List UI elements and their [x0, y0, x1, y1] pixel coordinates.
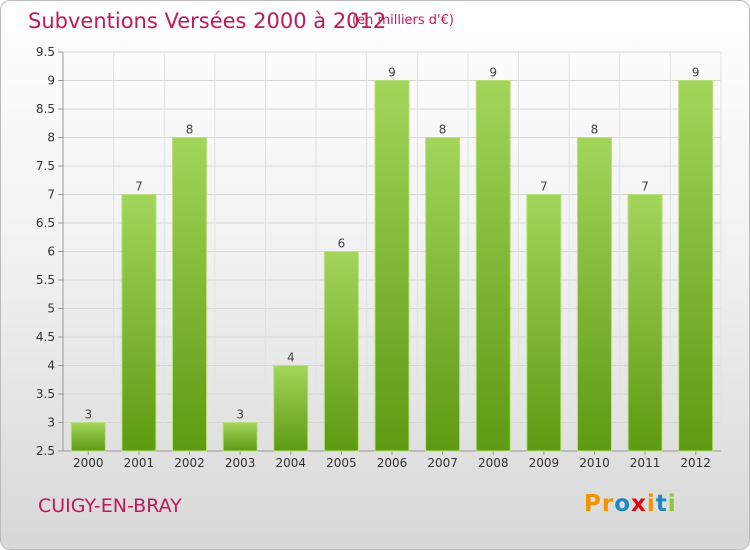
y-tick-label: 9.5 — [36, 45, 55, 59]
bar-value-label: 9 — [692, 66, 700, 80]
x-tick-label: 2003 — [225, 456, 256, 470]
bar-value-label: 7 — [540, 180, 548, 194]
proxiti-logo[interactable]: Proxiti — [584, 491, 677, 517]
y-tick-label: 8.5 — [36, 102, 55, 116]
x-tick-label: 2008 — [478, 456, 509, 470]
bar-value-label: 9 — [388, 66, 396, 80]
y-tick-label: 9 — [47, 74, 55, 88]
logo-letter: i — [667, 491, 677, 517]
bar-value-label: 8 — [186, 123, 194, 137]
chart-title: Subventions Versées 2000 à 2012 — [28, 9, 387, 33]
y-tick-label: 7 — [47, 188, 55, 202]
y-tick-label: 2.5 — [36, 444, 55, 458]
x-tick-label: 2002 — [174, 456, 205, 470]
x-tick-label: 2010 — [579, 456, 610, 470]
x-tick-label: 2000 — [73, 456, 104, 470]
logo-letter: i — [646, 491, 656, 517]
y-tick-label: 5 — [47, 302, 55, 316]
bar — [627, 194, 663, 452]
commune-name: CUIGY-EN-BRAY — [38, 495, 182, 517]
bar — [172, 137, 208, 452]
logo-letter: x — [631, 491, 647, 517]
y-tick-label: 3.5 — [36, 387, 55, 401]
y-tick-label: 4 — [47, 359, 55, 373]
bar — [273, 365, 309, 452]
bar-value-label: 3 — [236, 408, 244, 422]
bar — [121, 194, 157, 452]
y-tick-label: 8 — [47, 131, 55, 145]
bars — [70, 80, 714, 452]
bar-value-label: 4 — [287, 351, 295, 365]
x-tick-label: 2001 — [124, 456, 155, 470]
bar — [678, 80, 714, 452]
bar — [526, 194, 562, 452]
x-tick-label: 2006 — [377, 456, 408, 470]
bar — [323, 251, 359, 452]
bar-value-label: 3 — [84, 408, 92, 422]
bar — [475, 80, 511, 452]
y-tick-label: 5.5 — [36, 273, 55, 287]
x-tick-label: 2012 — [680, 456, 711, 470]
y-tick-label: 7.5 — [36, 159, 55, 173]
chart-unit-subtitle: (en milliers d'€) — [352, 13, 454, 28]
y-tick-label: 4.5 — [36, 330, 55, 344]
x-tick-label: 2011 — [630, 456, 661, 470]
logo-letter: P — [584, 491, 602, 517]
bar — [70, 422, 106, 452]
x-tick-label: 2005 — [326, 456, 357, 470]
y-tick-label: 3 — [47, 416, 55, 430]
bar-value-label: 8 — [591, 123, 599, 137]
bar — [425, 137, 461, 452]
bar-value-label: 7 — [135, 180, 143, 194]
logo-letter: t — [655, 491, 668, 517]
bar-value-label: 7 — [641, 180, 649, 194]
bar — [222, 422, 258, 452]
bar-value-label: 9 — [489, 66, 497, 80]
bar — [576, 137, 612, 452]
y-tick-label: 6 — [47, 245, 55, 259]
x-tick-label: 2007 — [427, 456, 458, 470]
y-tick-label: 6.5 — [36, 216, 55, 230]
bar-value-label: 6 — [338, 237, 346, 251]
x-tick-label: 2009 — [529, 456, 560, 470]
x-tick-label: 2004 — [275, 456, 306, 470]
logo-letter: o — [614, 491, 632, 517]
logo-letter: r — [601, 491, 615, 517]
bar-value-label: 8 — [439, 123, 447, 137]
labels: 2000 3 2001 7 2002 8 2003 3 2004 4 2005 6 2006 9 2007 8… — [73, 66, 711, 471]
bar — [374, 80, 410, 452]
